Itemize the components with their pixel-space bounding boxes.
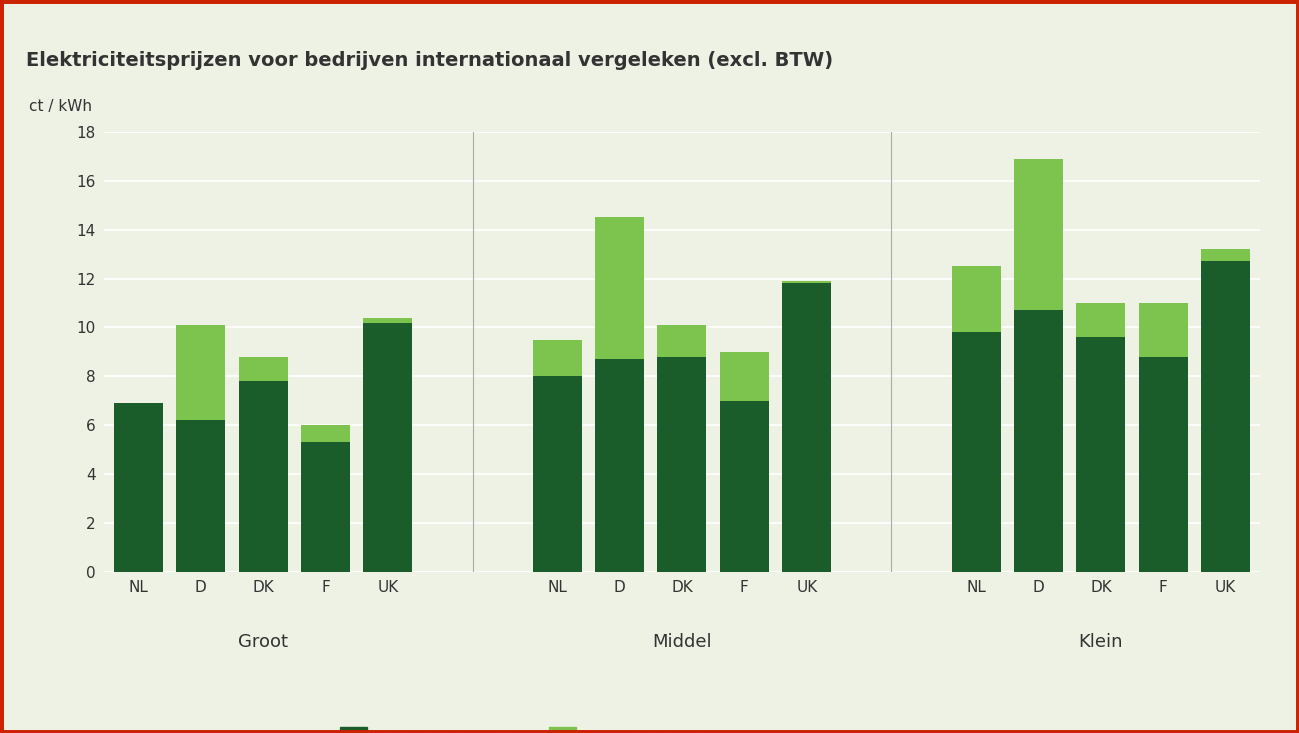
Text: Klein: Klein [1078, 633, 1124, 651]
Bar [595, 359, 644, 572]
Bar [657, 357, 707, 572]
Bar [1202, 262, 1250, 572]
Bar [177, 325, 225, 420]
Bar [364, 317, 412, 323]
Bar [364, 323, 412, 572]
Bar [657, 325, 707, 357]
Bar [301, 442, 349, 572]
Bar [239, 357, 287, 381]
Bar [952, 332, 1000, 572]
Bar [1015, 310, 1063, 572]
Bar [533, 376, 582, 572]
Text: Elektriciteitsprijzen voor bedrijven internationaal vergeleken (excl. BTW): Elektriciteitsprijzen voor bedrijven int… [26, 51, 833, 70]
Bar [782, 281, 831, 284]
Bar [239, 381, 287, 572]
Bar [1077, 337, 1125, 572]
Bar [1077, 303, 1125, 337]
Bar [1139, 357, 1187, 572]
Bar [1139, 303, 1187, 357]
Bar [1202, 249, 1250, 262]
Bar [720, 401, 769, 572]
Bar [114, 403, 162, 572]
Bar [177, 420, 225, 572]
Bar [533, 339, 582, 376]
Bar [1015, 159, 1063, 310]
Bar [782, 284, 831, 572]
Bar [595, 218, 644, 359]
Bar [952, 266, 1000, 332]
Bar [301, 425, 349, 442]
Legend: Elektriciteitsprijs, Energiebelastingen: Elektriciteitsprijs, Energiebelastingen [334, 721, 752, 733]
Text: Middel: Middel [652, 633, 712, 651]
Text: Groot: Groot [238, 633, 288, 651]
Bar [720, 352, 769, 401]
Text: ct / kWh: ct / kWh [29, 100, 92, 114]
